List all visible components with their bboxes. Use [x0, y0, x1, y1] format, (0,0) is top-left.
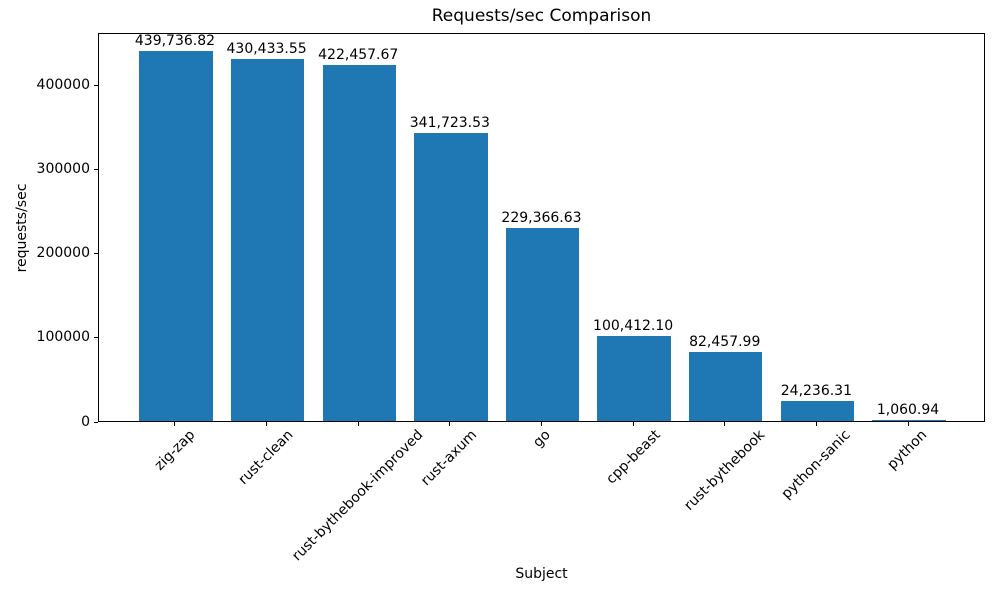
x-tick-label: rust-axum — [418, 427, 481, 490]
x-axis-label: Subject — [515, 566, 568, 582]
bar-value-label: 341,723.53 — [409, 115, 490, 132]
x-tick-label: cpp-beast — [602, 427, 664, 488]
x-tick-label: rust-bythebook — [680, 427, 768, 514]
y-tick — [94, 168, 98, 170]
y-tick-label: 300000 — [36, 160, 90, 177]
x-tick — [632, 422, 634, 426]
bar-value-label: 439,736.82 — [134, 32, 216, 49]
bar-value-label: 100,412.10 — [593, 318, 674, 335]
x-tick — [541, 422, 542, 426]
bar — [689, 351, 763, 421]
bar — [414, 133, 488, 421]
x-tick-label: python — [884, 427, 931, 473]
bar — [139, 50, 213, 421]
bar — [322, 65, 396, 421]
bar-value-label: 82,457.99 — [689, 333, 761, 350]
x-tick — [266, 422, 268, 426]
bar — [597, 336, 671, 421]
y-tick — [94, 253, 98, 255]
bar-value-label: 1,060.94 — [876, 402, 940, 419]
x-tick — [357, 422, 359, 426]
bar — [230, 58, 305, 421]
bar-value-label: 24,236.31 — [780, 382, 853, 399]
y-tick-label: 100000 — [36, 329, 90, 346]
bar — [780, 400, 855, 421]
bar — [505, 227, 580, 421]
x-tick — [724, 422, 726, 426]
x-tick-label: python-sanic — [778, 427, 854, 503]
x-tick-label: rust-clean — [235, 427, 297, 488]
y-tick — [94, 337, 98, 339]
x-tick — [174, 422, 176, 426]
x-tick-label: rust-bythebook-improved — [289, 427, 427, 565]
x-tick — [815, 422, 817, 426]
y-tick — [94, 421, 98, 423]
bar-value-label: 422,457.67 — [318, 47, 399, 64]
bar — [872, 420, 946, 421]
bar-value-label: 229,366.63 — [501, 209, 582, 226]
plot-area — [98, 33, 985, 422]
y-tick-label: 200000 — [36, 245, 90, 262]
y-tick-label: 0 — [81, 413, 90, 430]
x-tick — [907, 422, 909, 426]
x-tick-label: zig-zap — [151, 427, 198, 474]
y-tick — [94, 84, 98, 86]
y-tick-label: 400000 — [36, 76, 90, 93]
bar-value-label: 430,433.55 — [226, 40, 307, 57]
x-tick — [449, 422, 451, 426]
chart-title: Requests/sec Comparison — [431, 6, 652, 26]
x-tick-label: go — [529, 427, 554, 451]
